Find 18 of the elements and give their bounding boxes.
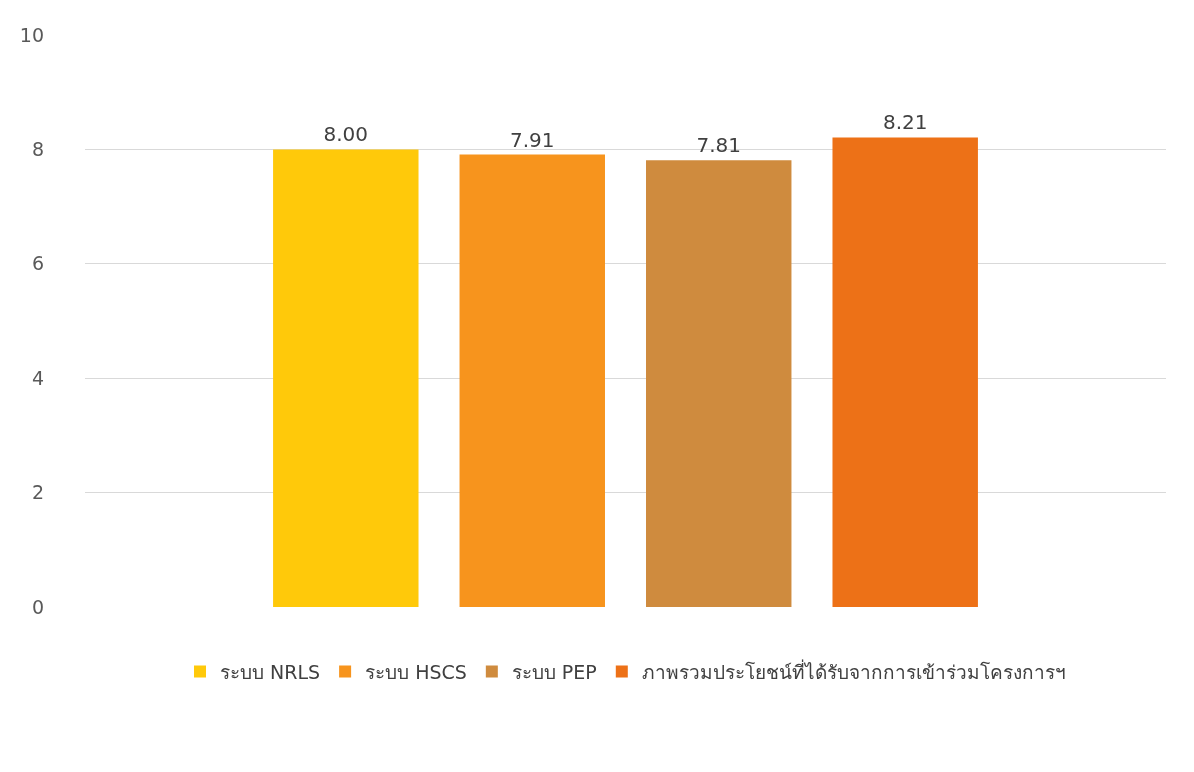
- bar: [646, 160, 792, 607]
- data-label: 7.81: [696, 133, 741, 158]
- legend-label: ระบบ HSCS: [365, 661, 467, 684]
- legend-label: ระบบ NRLS: [220, 661, 321, 684]
- y-tick-label: 6: [31, 252, 44, 275]
- legend-label: ระบบ PEP: [511, 661, 597, 684]
- y-tick-label: 0: [31, 595, 44, 618]
- bar: [459, 154, 605, 607]
- bar: [832, 137, 978, 607]
- y-tick-label: 8: [31, 138, 44, 161]
- data-label: 7.91: [510, 127, 555, 152]
- y-tick-label: 4: [31, 366, 44, 389]
- y-tick-label: 10: [19, 23, 44, 46]
- y-tick-label: 2: [31, 481, 44, 504]
- data-label: 8.00: [323, 122, 369, 147]
- legend-label: ภาพรวมประโยชน์ที่ได้รับจากการเข้าร่วมโครงการฯ: [641, 659, 1066, 684]
- data-label: 8.21: [882, 110, 928, 135]
- bar: [273, 149, 419, 607]
